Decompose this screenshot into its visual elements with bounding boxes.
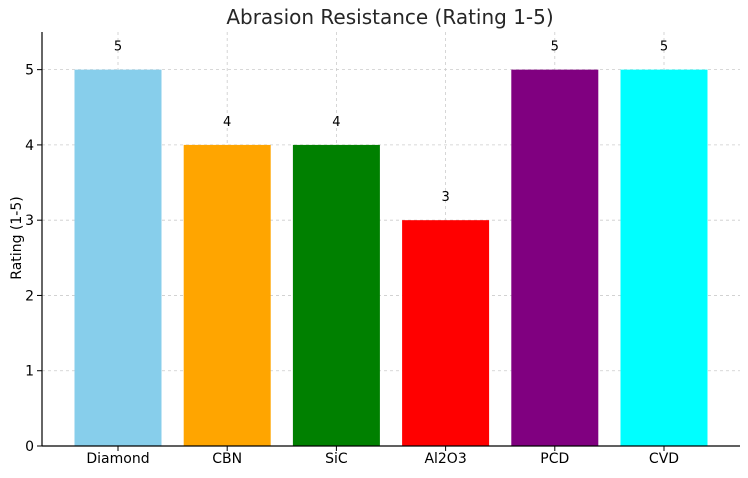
data-label: 4 bbox=[223, 115, 231, 130]
x-tick-label: Al2O3 bbox=[424, 451, 466, 467]
x-tick-label: Diamond bbox=[86, 451, 149, 467]
y-tick-label: 1 bbox=[25, 364, 34, 380]
x-tick-label: CBN bbox=[212, 451, 242, 467]
bar-diamond bbox=[74, 69, 162, 447]
data-label: 5 bbox=[660, 40, 668, 55]
data-label: 5 bbox=[114, 40, 122, 55]
data-labels: 5 4 4 3 5 5 bbox=[114, 40, 668, 206]
axes bbox=[37, 32, 740, 451]
y-tick-label: 3 bbox=[25, 213, 34, 229]
bar-sic bbox=[292, 144, 380, 446]
bar-cbn bbox=[183, 144, 271, 446]
y-tick-label: 2 bbox=[25, 288, 34, 304]
tick-labels: 0 1 2 3 4 5 Diamond CBN SiC Al2O3 PCD CVD bbox=[25, 63, 679, 467]
x-tick-label: SiC bbox=[325, 451, 348, 467]
x-tick-label: PCD bbox=[540, 451, 569, 467]
data-label: 4 bbox=[332, 115, 340, 130]
bars bbox=[74, 69, 708, 447]
y-tick-label: 5 bbox=[25, 63, 34, 79]
x-tick-label: CVD bbox=[649, 451, 679, 467]
bar-pcd bbox=[511, 69, 599, 447]
bar-cvd bbox=[620, 69, 708, 447]
y-tick-label: 4 bbox=[25, 138, 34, 154]
y-tick-label: 0 bbox=[25, 439, 34, 455]
data-label: 3 bbox=[441, 190, 449, 205]
bar-al2o3 bbox=[402, 220, 490, 446]
y-axis-label: Rating (1-5) bbox=[9, 196, 25, 279]
data-label: 5 bbox=[551, 40, 559, 55]
chart-title: Abrasion Resistance (Rating 1-5) bbox=[226, 5, 553, 29]
